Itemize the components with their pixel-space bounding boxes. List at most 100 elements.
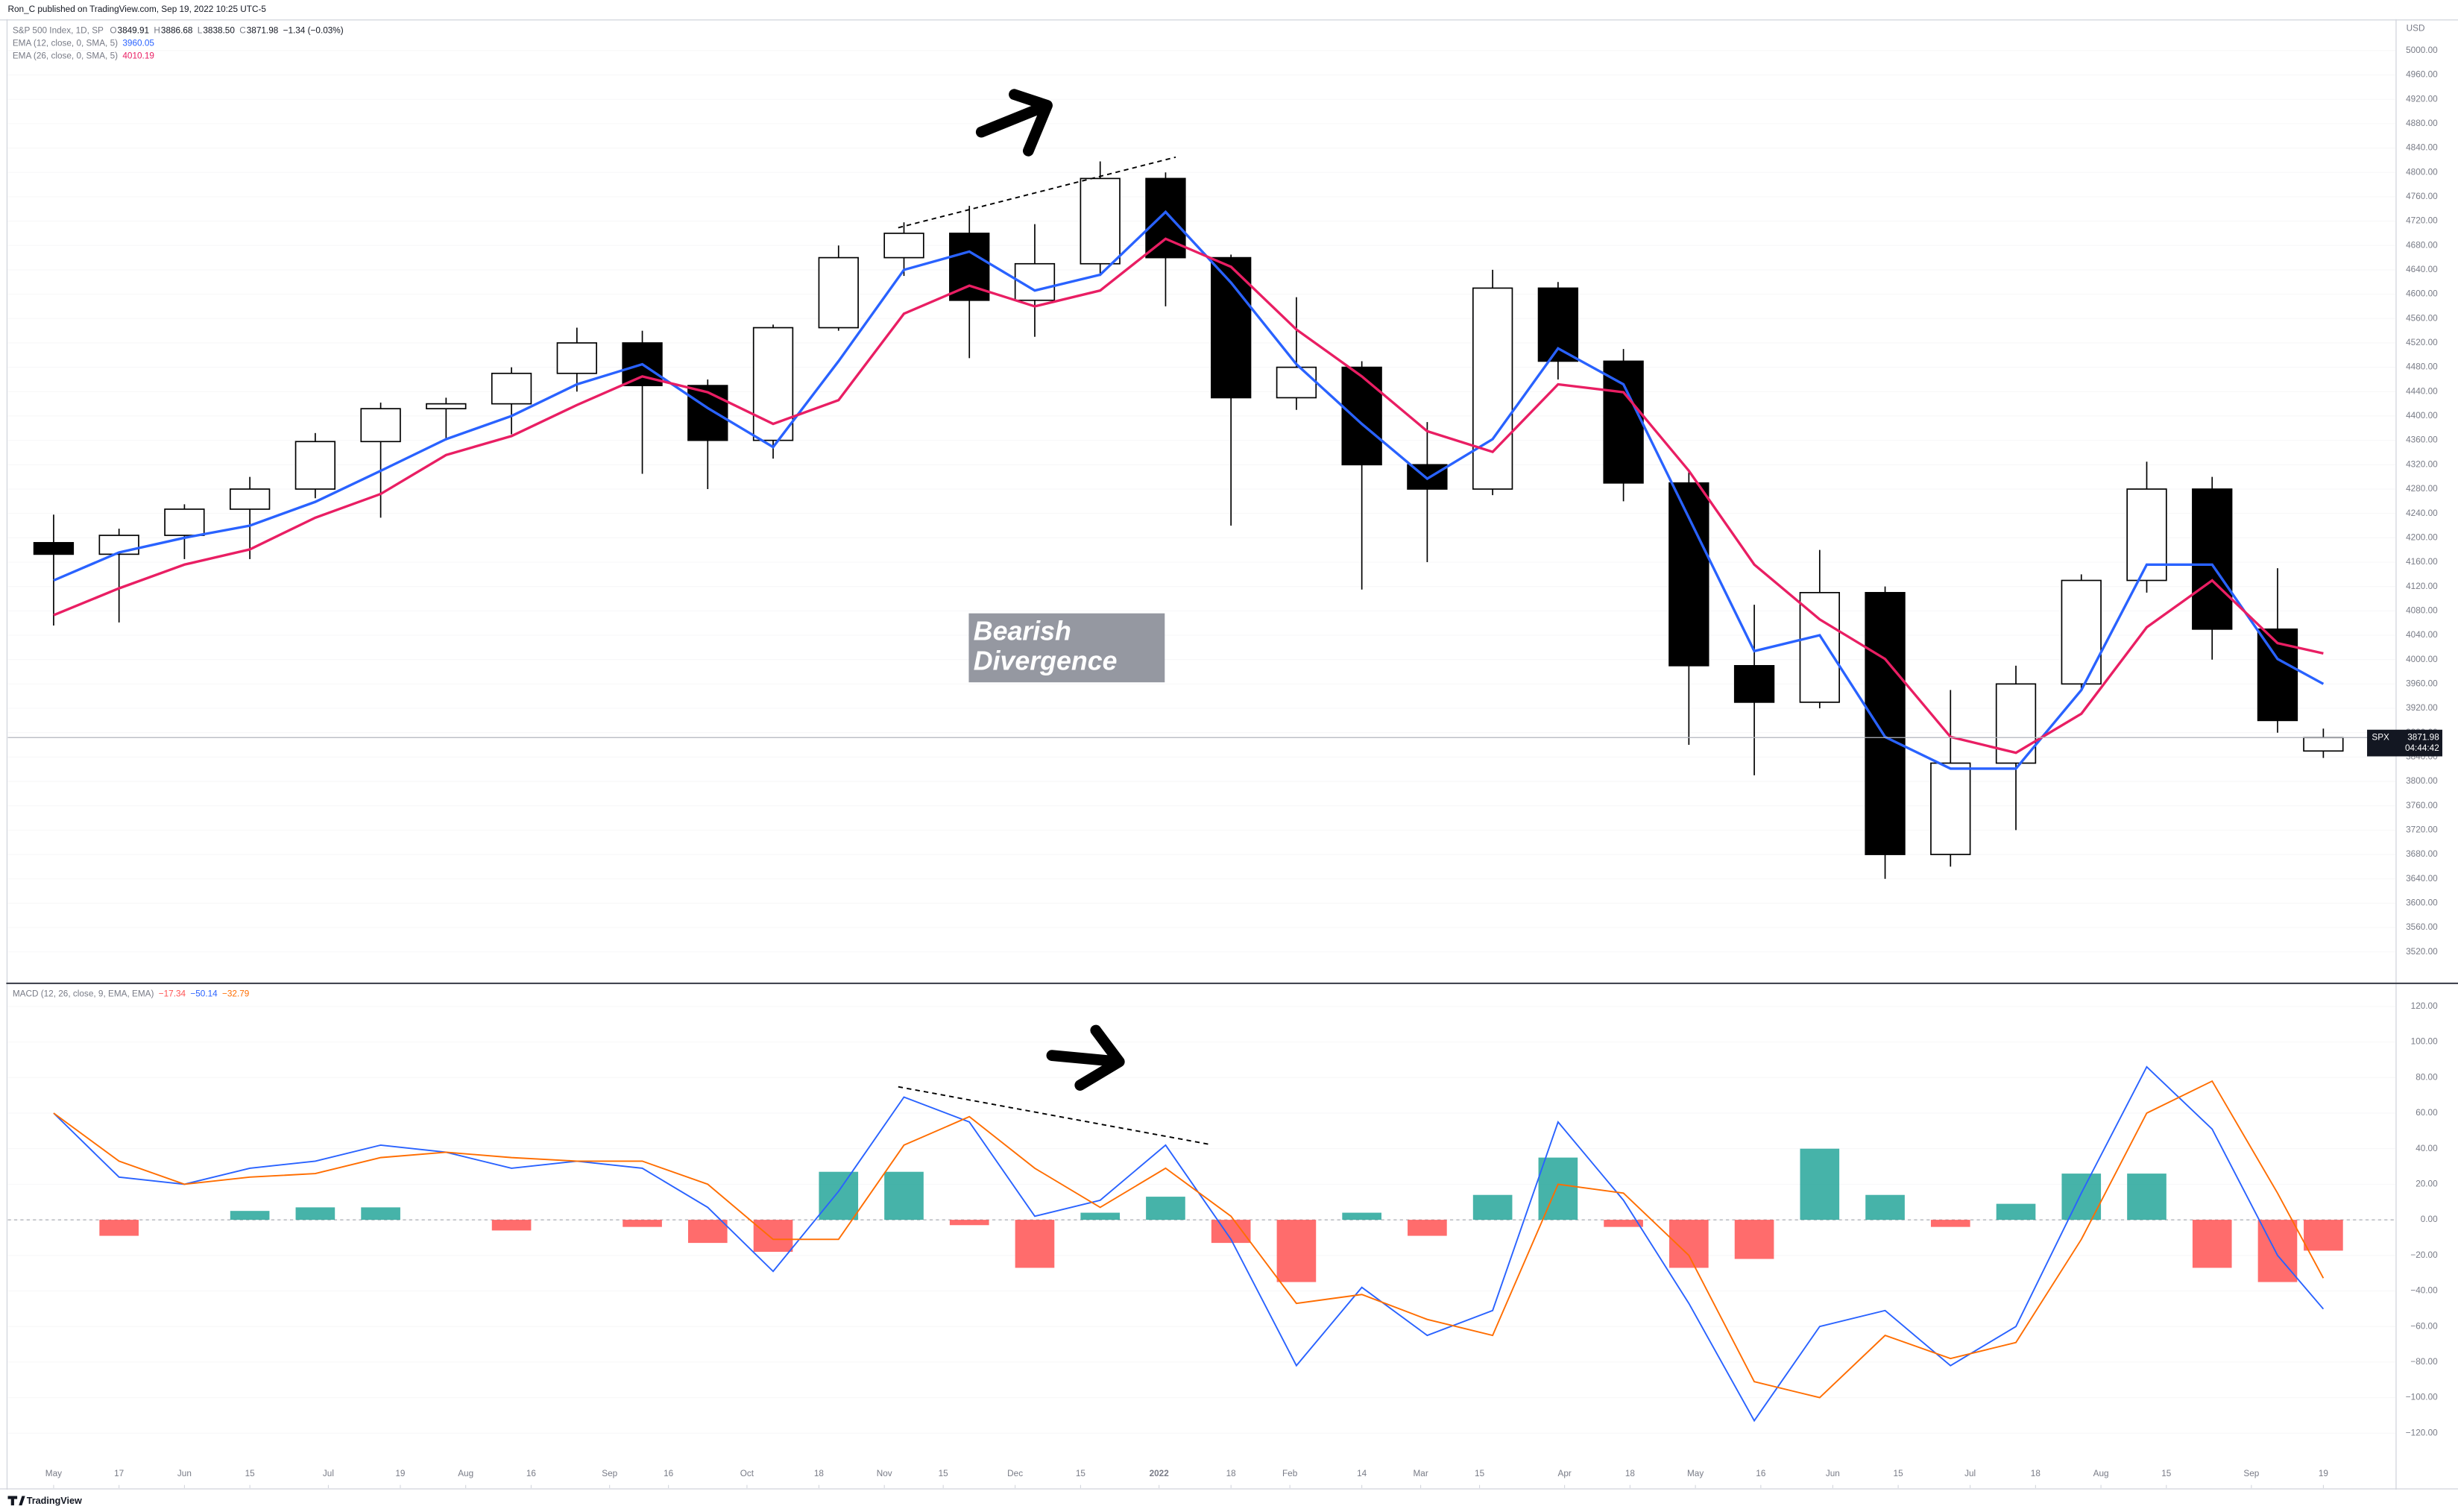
legend-text: 4010.19 <box>122 51 154 60</box>
footer-brand: TradingView <box>27 1496 82 1506</box>
legend-text: −32.79 <box>222 989 249 999</box>
y-tick-label: 3600.00 <box>2406 898 2438 908</box>
y-tick-label: 80.00 <box>2416 1072 2438 1082</box>
candle-body <box>2192 488 2233 630</box>
histogram-bar <box>1538 1157 1578 1220</box>
indicator-line <box>53 237 2324 755</box>
indicator-line <box>53 210 2325 770</box>
y-tick-label: 3640.00 <box>2406 874 2438 883</box>
histogram-bar <box>1080 1212 1121 1220</box>
y-tick-label: 4920.00 <box>2406 94 2438 104</box>
annotation-box <box>968 613 1165 683</box>
y-tick-label: 60.00 <box>2416 1108 2438 1118</box>
legend-text: O <box>110 26 116 36</box>
candle-body <box>752 327 794 441</box>
y-tick-label: 4600.00 <box>2406 289 2438 299</box>
y-tick-label: 120.00 <box>2411 1001 2438 1011</box>
x-tick-label: 15 <box>1076 1469 1086 1478</box>
x-tick-label: May <box>1687 1469 1704 1478</box>
x-tick-label: 15 <box>2161 1469 2172 1478</box>
y-tick-label: 4480.00 <box>2406 362 2438 372</box>
histogram-bar <box>2304 1220 2343 1251</box>
annotation: Bearish Divergence <box>973 616 1118 676</box>
y-tick-label: 3560.00 <box>2406 922 2438 932</box>
trend-line <box>898 1086 1212 1146</box>
footer-bar <box>0 1490 2458 1512</box>
candle-body <box>491 372 532 405</box>
candle-body <box>818 256 859 329</box>
y-tick-label: 40.00 <box>2416 1144 2438 1153</box>
y-tick-label: 4080.00 <box>2406 605 2438 615</box>
trend-line <box>898 156 1176 229</box>
x-tick-label: Nov <box>877 1469 892 1478</box>
histogram-bar <box>2192 1220 2232 1268</box>
candle-body <box>883 233 924 259</box>
legend-text: EMA (26, close, 0, SMA, 5) <box>13 51 118 60</box>
axis-unit: USD <box>2407 23 2425 33</box>
histogram-bar <box>1996 1203 2036 1220</box>
candle-body <box>426 403 467 409</box>
legend-text: 3849.91 <box>118 26 150 36</box>
y-tick-label: 20.00 <box>2416 1179 2438 1189</box>
x-tick-label: Dec <box>1007 1469 1023 1478</box>
candle-body <box>2061 579 2102 685</box>
x-tick-label: Jun <box>177 1469 192 1478</box>
y-tick-label: 100.00 <box>2411 1037 2438 1047</box>
plot: 5000.00 4960.00 4920.00 4880.00 4840.00 4800.… <box>7 23 2442 1488</box>
histogram-bar <box>230 1211 270 1220</box>
x-tick-label: 15 <box>939 1469 949 1478</box>
histogram-bar <box>623 1220 662 1227</box>
candle-body <box>294 441 336 490</box>
x-tick-label: Aug <box>458 1469 473 1478</box>
y-tick-label: 3800.00 <box>2406 776 2438 786</box>
x-tick-label: 15 <box>245 1469 256 1478</box>
price-tag-countdown: 04:44:42 <box>2405 743 2439 753</box>
x-tick-label: 16 <box>664 1469 674 1478</box>
top-bar <box>0 0 2458 19</box>
candle-body <box>1733 665 1775 703</box>
legend-text: C <box>239 26 246 36</box>
x-tick-label: 16 <box>1756 1469 1766 1478</box>
y-tick-label: −120.00 <box>2406 1428 2438 1437</box>
candle-body <box>1865 591 1906 855</box>
candle-body <box>1668 482 1709 667</box>
price-tag-symbol: SPX <box>2372 732 2389 742</box>
candle-body <box>1930 762 1971 855</box>
y-tick-label: −40.00 <box>2410 1286 2438 1296</box>
y-tick-label: 4000.00 <box>2406 655 2438 664</box>
legend-text: −17.34 <box>159 989 186 999</box>
candle-body <box>164 508 205 536</box>
y-tick-label: 4200.00 <box>2406 532 2438 542</box>
y-tick-label: 3720.00 <box>2406 825 2438 835</box>
histogram-bar <box>99 1220 139 1236</box>
y-tick-label: 4160.00 <box>2406 557 2438 567</box>
histogram-bar <box>491 1220 532 1231</box>
y-tick-label: 4320.00 <box>2406 459 2438 469</box>
y-tick-label: 4720.00 <box>2406 216 2438 226</box>
x-tick-label: 15 <box>1894 1469 1904 1478</box>
y-tick-label: 0.00 <box>2421 1215 2438 1224</box>
candle-body <box>1603 360 1644 484</box>
candle-body <box>1799 591 1840 703</box>
legend-text: −50.14 <box>190 989 218 999</box>
histogram-bar <box>1472 1194 1513 1220</box>
y-tick-label: 3960.00 <box>2406 678 2438 688</box>
y-tick-label: 4400.00 <box>2406 411 2438 420</box>
candle-body <box>2303 737 2344 752</box>
histogram-bar <box>1669 1220 1709 1268</box>
x-tick-label: Oct <box>740 1469 754 1478</box>
histogram-bar <box>2061 1174 2102 1220</box>
x-tick-label: 2022 <box>1150 1469 1170 1478</box>
y-tick-label: −60.00 <box>2410 1321 2438 1331</box>
y-tick-label: 4280.00 <box>2406 484 2438 494</box>
y-tick-label: 4880.00 <box>2406 119 2438 128</box>
x-tick-label: 18 <box>1226 1469 1237 1478</box>
annotation-text: Bearish Divergence <box>973 616 1118 676</box>
y-tick-label: 3920.00 <box>2406 703 2438 713</box>
histogram-bar <box>295 1207 335 1220</box>
arrow <box>975 89 1053 157</box>
x-tick-label: 16 <box>526 1469 537 1478</box>
y-tick-label: 3520.00 <box>2406 947 2438 957</box>
x-tick-label: Sep <box>2243 1469 2259 1478</box>
